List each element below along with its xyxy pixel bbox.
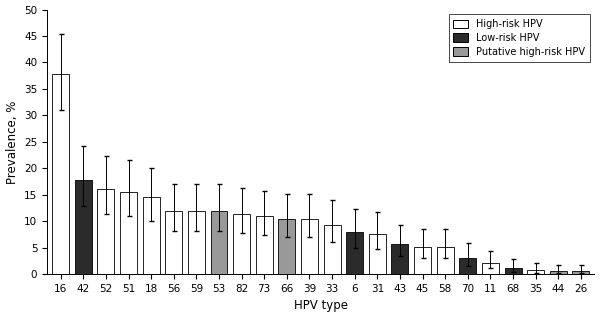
Bar — [414, 247, 431, 274]
Bar — [437, 247, 454, 274]
Legend: High-risk HPV, Low-risk HPV, Putative high-risk HPV: High-risk HPV, Low-risk HPV, Putative hi… — [449, 14, 590, 62]
Bar — [188, 211, 205, 274]
Bar — [278, 218, 295, 274]
Bar — [120, 192, 137, 274]
Bar — [572, 271, 589, 274]
Bar — [75, 180, 92, 274]
Bar — [233, 214, 250, 274]
Bar — [346, 232, 363, 274]
Y-axis label: Prevalence, %: Prevalence, % — [5, 100, 19, 183]
Bar — [527, 270, 544, 274]
X-axis label: HPV type: HPV type — [294, 300, 348, 313]
Bar — [211, 211, 227, 274]
Bar — [369, 234, 386, 274]
Bar — [52, 73, 69, 274]
Bar — [97, 189, 115, 274]
Bar — [391, 244, 409, 274]
Bar — [482, 263, 499, 274]
Bar — [165, 211, 182, 274]
Bar — [256, 217, 273, 274]
Bar — [505, 268, 521, 274]
Bar — [301, 218, 318, 274]
Bar — [460, 258, 476, 274]
Bar — [550, 271, 567, 274]
Bar — [323, 225, 341, 274]
Bar — [143, 197, 160, 274]
